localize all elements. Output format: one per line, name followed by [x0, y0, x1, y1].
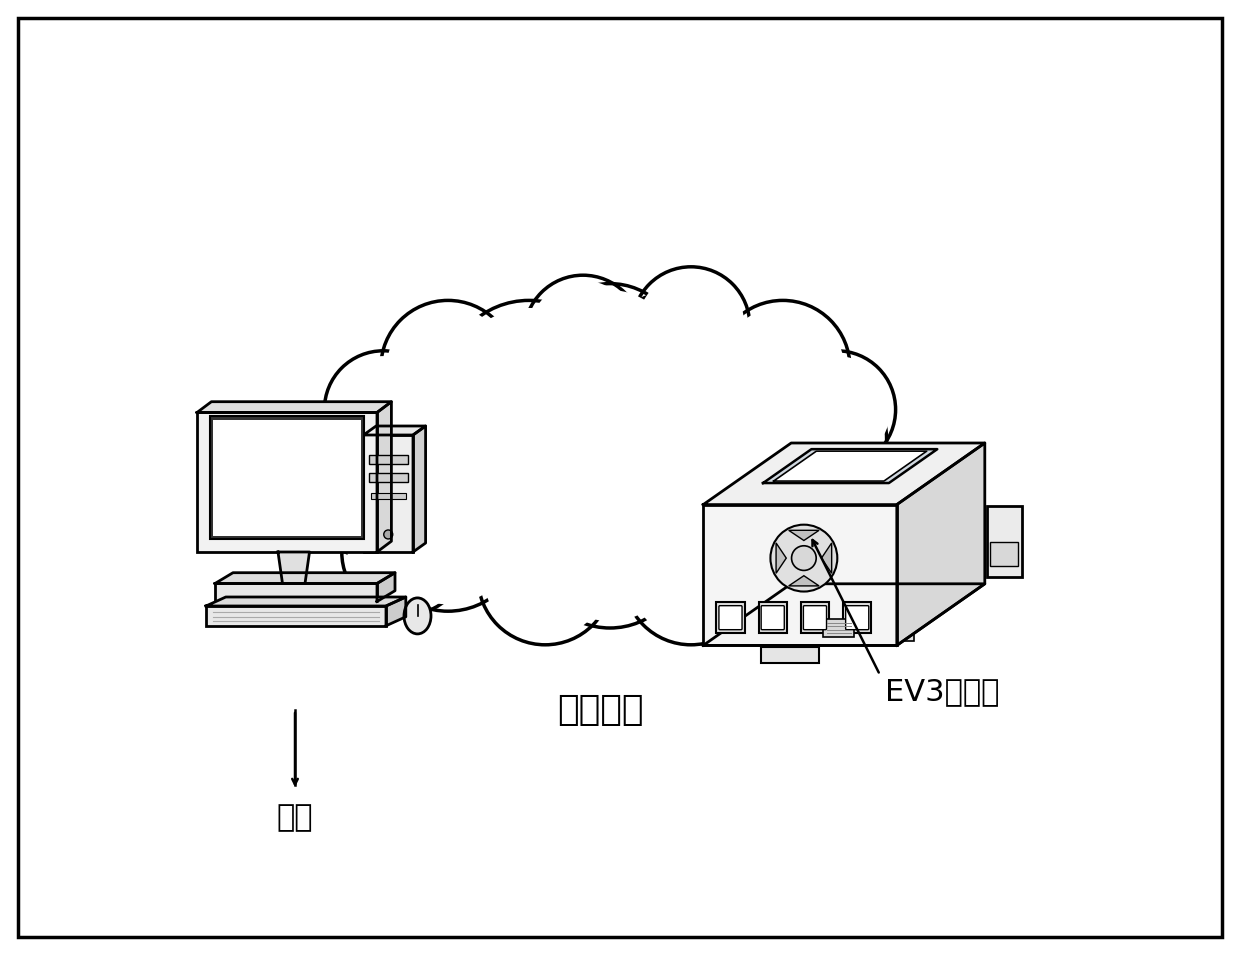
Circle shape: [445, 301, 613, 468]
Circle shape: [590, 292, 759, 460]
Bar: [370, 473, 408, 482]
Bar: [990, 541, 1018, 566]
FancyBboxPatch shape: [761, 605, 784, 629]
Circle shape: [381, 301, 515, 435]
Circle shape: [503, 353, 717, 567]
Polygon shape: [413, 426, 425, 552]
Polygon shape: [206, 597, 405, 606]
Circle shape: [407, 368, 575, 536]
Circle shape: [630, 517, 753, 639]
Bar: [363, 435, 413, 552]
Circle shape: [399, 359, 584, 544]
Circle shape: [534, 477, 686, 628]
Circle shape: [715, 301, 849, 435]
Polygon shape: [278, 552, 310, 584]
Circle shape: [325, 350, 441, 468]
Polygon shape: [363, 426, 425, 435]
Polygon shape: [897, 443, 985, 646]
Polygon shape: [386, 597, 405, 626]
Circle shape: [637, 272, 744, 379]
Circle shape: [453, 308, 605, 461]
Circle shape: [697, 460, 848, 611]
Circle shape: [477, 510, 613, 645]
Circle shape: [342, 489, 467, 615]
Circle shape: [492, 343, 728, 578]
Circle shape: [632, 266, 750, 385]
Bar: [987, 506, 1022, 577]
Polygon shape: [703, 443, 985, 504]
Circle shape: [750, 374, 880, 504]
Circle shape: [799, 447, 908, 557]
Polygon shape: [821, 542, 832, 573]
Bar: [823, 619, 854, 637]
Circle shape: [387, 307, 510, 429]
FancyBboxPatch shape: [804, 605, 827, 629]
Polygon shape: [377, 402, 392, 552]
Ellipse shape: [404, 598, 432, 634]
Polygon shape: [789, 530, 820, 541]
Circle shape: [636, 359, 821, 544]
Circle shape: [758, 495, 873, 609]
Polygon shape: [774, 451, 926, 481]
Circle shape: [383, 530, 393, 539]
Bar: [197, 413, 377, 552]
Circle shape: [599, 300, 751, 453]
Circle shape: [645, 368, 813, 536]
Bar: [371, 493, 405, 499]
Polygon shape: [763, 449, 937, 483]
Circle shape: [777, 350, 895, 468]
Bar: [213, 419, 361, 536]
Polygon shape: [215, 573, 396, 584]
Circle shape: [624, 510, 758, 645]
Bar: [210, 416, 365, 540]
Bar: [893, 599, 914, 641]
Circle shape: [722, 307, 844, 429]
Circle shape: [538, 284, 682, 426]
Polygon shape: [703, 584, 985, 646]
Polygon shape: [776, 542, 786, 573]
Circle shape: [804, 453, 903, 552]
Circle shape: [317, 453, 417, 552]
Circle shape: [379, 467, 517, 605]
Circle shape: [484, 517, 606, 639]
Bar: [843, 603, 872, 633]
Circle shape: [347, 495, 463, 609]
Circle shape: [312, 447, 422, 557]
Bar: [759, 603, 787, 633]
Polygon shape: [197, 402, 392, 413]
Bar: [215, 584, 377, 602]
Circle shape: [330, 356, 436, 463]
FancyBboxPatch shape: [846, 605, 869, 629]
Polygon shape: [377, 573, 396, 602]
Polygon shape: [789, 576, 820, 586]
Text: 同一网段: 同一网段: [557, 693, 644, 727]
Circle shape: [546, 290, 675, 420]
Circle shape: [340, 374, 470, 504]
Circle shape: [372, 460, 523, 611]
Bar: [717, 603, 744, 633]
Text: EV3智能车: EV3智能车: [885, 677, 999, 706]
Circle shape: [770, 524, 837, 591]
Circle shape: [753, 489, 878, 615]
FancyBboxPatch shape: [719, 605, 742, 629]
Circle shape: [525, 275, 642, 393]
Circle shape: [703, 467, 841, 605]
Bar: [761, 647, 820, 663]
Circle shape: [744, 368, 887, 510]
Circle shape: [784, 356, 890, 463]
Circle shape: [529, 281, 636, 388]
Circle shape: [791, 546, 816, 570]
Text: 终端: 终端: [277, 803, 314, 832]
Circle shape: [541, 483, 678, 621]
Bar: [801, 603, 830, 633]
Bar: [703, 504, 897, 646]
Bar: [370, 456, 408, 464]
Bar: [206, 606, 386, 626]
Circle shape: [334, 368, 476, 510]
